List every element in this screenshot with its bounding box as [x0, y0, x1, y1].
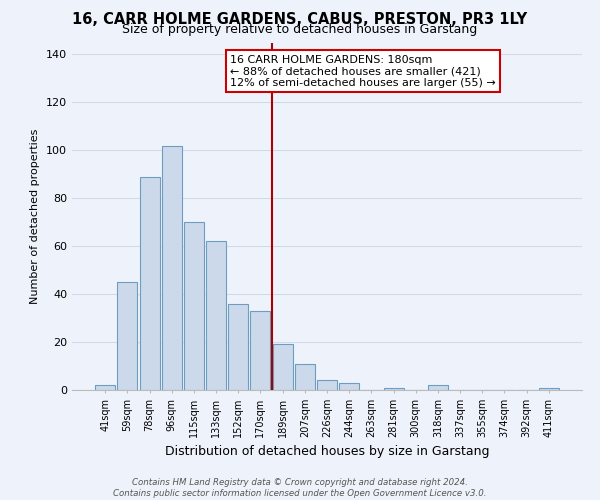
Y-axis label: Number of detached properties: Number of detached properties [31, 128, 40, 304]
Text: 16 CARR HOLME GARDENS: 180sqm
← 88% of detached houses are smaller (421)
12% of : 16 CARR HOLME GARDENS: 180sqm ← 88% of d… [230, 54, 496, 88]
Bar [539, 388, 559, 390]
Bar [184, 222, 204, 390]
Bar [383, 388, 404, 390]
X-axis label: Distribution of detached houses by size in Garstang: Distribution of detached houses by size … [165, 446, 489, 458]
Bar [118, 282, 137, 390]
Bar [206, 242, 226, 390]
Bar [250, 311, 271, 390]
Bar [295, 364, 315, 390]
Text: Size of property relative to detached houses in Garstang: Size of property relative to detached ho… [122, 22, 478, 36]
Text: Contains HM Land Registry data © Crown copyright and database right 2024.
Contai: Contains HM Land Registry data © Crown c… [113, 478, 487, 498]
Bar [272, 344, 293, 390]
Bar [339, 383, 359, 390]
Bar [140, 176, 160, 390]
Bar [228, 304, 248, 390]
Text: 16, CARR HOLME GARDENS, CABUS, PRESTON, PR3 1LY: 16, CARR HOLME GARDENS, CABUS, PRESTON, … [73, 12, 527, 28]
Bar [428, 385, 448, 390]
Bar [95, 385, 115, 390]
Bar [317, 380, 337, 390]
Bar [162, 146, 182, 390]
